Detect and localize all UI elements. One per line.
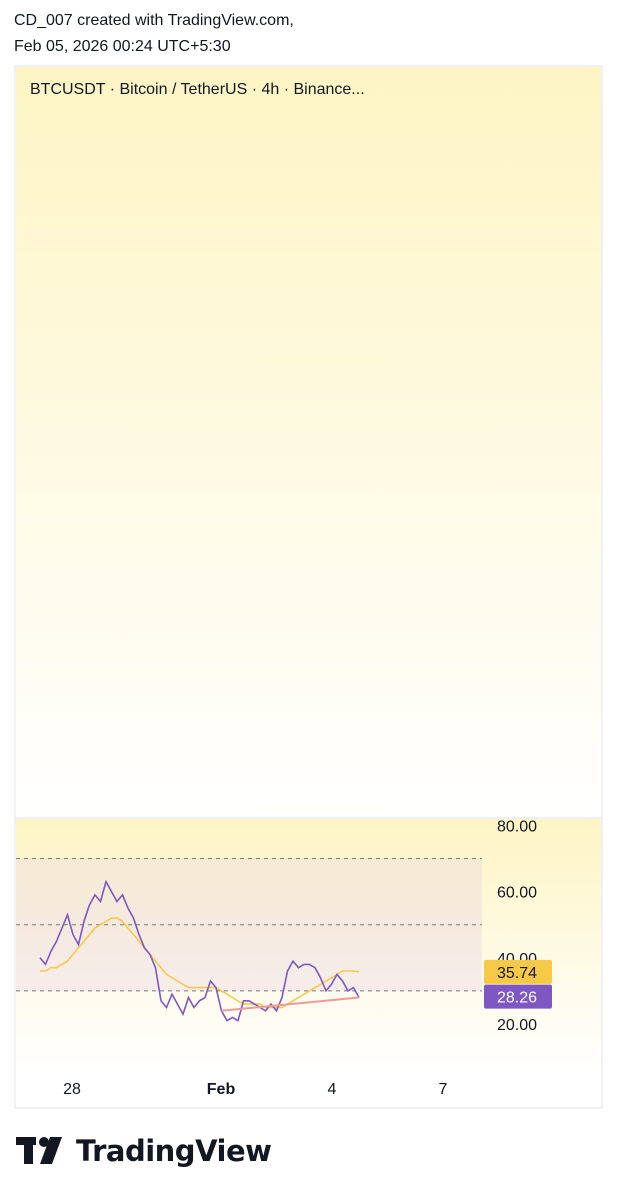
time-axis-label: 4	[328, 1081, 337, 1098]
rsi-ma-value: 35.74	[497, 965, 537, 982]
symbol-label: BTCUSDT · Bitcoin / TetherUS · 4h · Bina…	[30, 81, 365, 98]
header-title: CD_007 created with TradingView.com,	[14, 12, 294, 29]
tradingview-logo-icon	[16, 1137, 62, 1164]
tradingview-logo-text: TradingView	[76, 1134, 272, 1168]
rsi-pane-background	[16, 819, 601, 1074]
header-timestamp: Feb 05, 2026 00:24 UTC+5:30	[14, 38, 231, 55]
time-axis-label: Feb	[207, 1081, 236, 1098]
price-pane-background	[16, 67, 601, 817]
rsi-ma-line	[40, 917, 360, 1009]
rsi-axis-label: 60.00	[497, 885, 537, 902]
rsi-ma-badge	[484, 959, 552, 984]
rsi-value: 28.26	[497, 990, 537, 1007]
rsi-trendline	[221, 996, 360, 1012]
chart-frame	[14, 65, 603, 1109]
rsi-axis-label: 80.00	[497, 818, 537, 835]
rsi-badge	[484, 984, 552, 1009]
time-axis-label: 28	[63, 1081, 81, 1098]
time-axis-label: 7	[439, 1081, 448, 1098]
rsi-line	[39, 879, 360, 1022]
rsi-axis-label: 20.00	[497, 1017, 537, 1034]
tradingview-logo[interactable]: TradingView	[16, 1134, 272, 1168]
